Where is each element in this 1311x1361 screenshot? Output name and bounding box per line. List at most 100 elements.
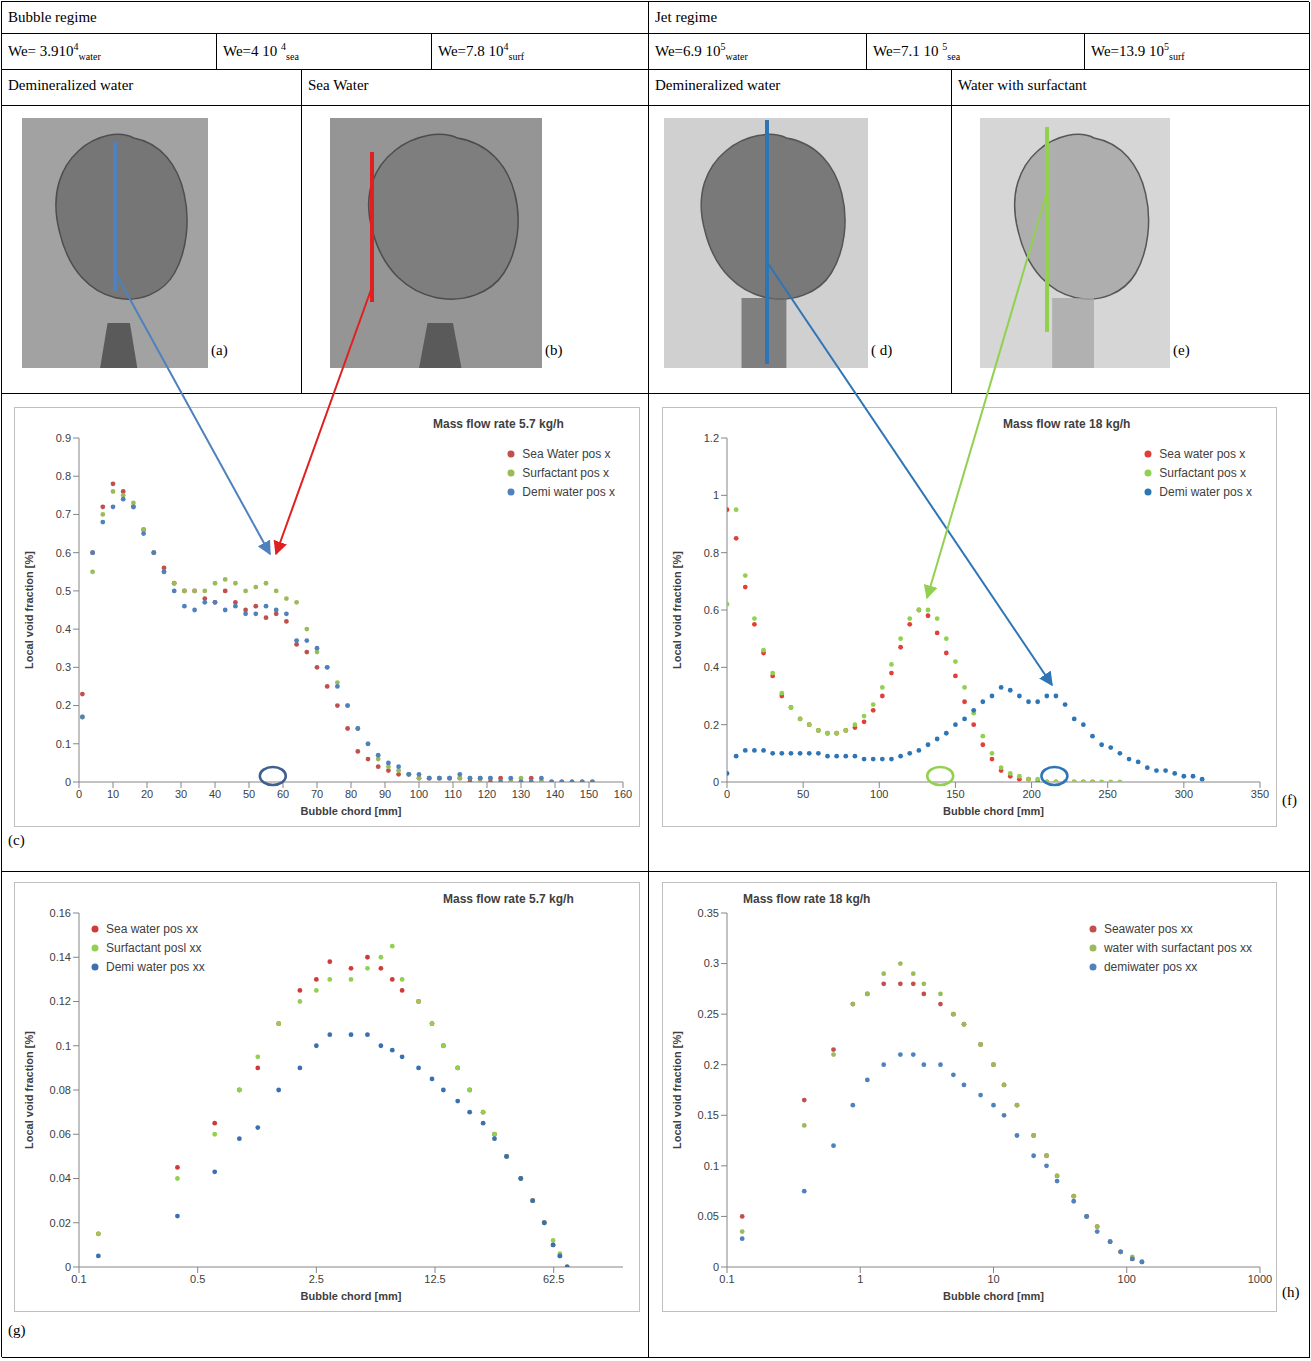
svg-text:62.5: 62.5 [543,1273,564,1285]
svg-text:100: 100 [870,788,888,800]
svg-text:100: 100 [410,788,428,800]
svg-text:10: 10 [987,1273,999,1285]
svg-text:0: 0 [65,1261,71,1273]
svg-text:20: 20 [141,788,153,800]
html-text:(a): (a) [211,342,228,358]
html-text:( d): ( d) [871,342,893,358]
svg-text:0: 0 [724,788,730,800]
html-text:Demineralized water: Demineralized water [655,77,781,93]
svg-text:0: 0 [76,788,82,800]
svg-text:0.06: 0.06 [50,1128,71,1140]
html-text:Demineralized water: Demineralized water [8,77,134,93]
html-text:We= 3.910: We= 3.910 [8,43,74,59]
svg-text:0.08: 0.08 [50,1084,71,1096]
svg-text:1.2: 1.2 [704,432,719,444]
svg-text:0.7: 0.7 [56,508,71,520]
html-text:(c): (c) [8,832,25,848]
html-text:Seawater pos xx: Seawater pos xx [1103,921,1193,936]
svg-text:140: 140 [546,788,564,800]
svg-text:0.4: 0.4 [56,623,71,635]
svg-text:10: 10 [107,788,119,800]
svg-text:0.6: 0.6 [56,547,71,559]
svg-text:1: 1 [713,489,719,501]
svg-text:120: 120 [478,788,496,800]
html-text:water with surfactant pos xx: water with surfactant pos xx [1103,940,1252,955]
svg-text:130: 130 [512,788,530,800]
svg-text:0.02: 0.02 [50,1217,71,1229]
html-text:Surfactant pos x: Surfactant pos x [1159,465,1246,480]
html-text:Demi water pos x: Demi water pos x [522,484,615,499]
html-text:Surfactant posl xx: Surfactant posl xx [106,940,202,955]
svg-text:0.04: 0.04 [50,1172,71,1184]
html-text:We=6.9 10: We=6.9 10 [655,43,721,59]
svg-text:0.2: 0.2 [56,699,71,711]
svg-text:80: 80 [345,788,357,800]
svg-text:40: 40 [209,788,221,800]
svg-text:70: 70 [311,788,323,800]
svg-text:0.35: 0.35 [698,907,719,919]
svg-text:200: 200 [1022,788,1040,800]
svg-text:350: 350 [1251,788,1269,800]
html-text:Sea Water pos x: Sea Water pos x [522,446,611,461]
html-text:We=7.8 10: We=7.8 10 [438,43,504,59]
svg-text:50: 50 [243,788,255,800]
svg-text:1000: 1000 [1248,1273,1272,1285]
svg-text:160: 160 [614,788,632,800]
html-text:Water with surfactant: Water with surfactant [958,77,1087,93]
svg-text:250: 250 [1099,788,1117,800]
svg-text:0: 0 [713,776,719,788]
svg-text:2.5: 2.5 [309,1273,324,1285]
svg-text:90: 90 [379,788,391,800]
svg-text:110: 110 [444,788,462,800]
html-text:Sea water pos xx: Sea water pos xx [106,921,198,936]
html-text:(g): (g) [8,1322,26,1338]
html-text:(h): (h) [1282,1284,1300,1300]
html-text:Demi water pos xx: Demi water pos xx [106,959,205,974]
svg-text:1: 1 [857,1273,863,1285]
html-text:We=7.1 10: We=7.1 10 [873,43,943,59]
svg-text:0.1: 0.1 [71,1273,86,1285]
svg-text:0.2: 0.2 [704,719,719,731]
html-text:Sea water pos x: Sea water pos x [1159,446,1246,461]
html-text:Jet regime: Jet regime [655,9,718,25]
svg-text:0.6: 0.6 [704,604,719,616]
svg-text:0.1: 0.1 [56,738,71,750]
svg-text:0.5: 0.5 [56,585,71,597]
svg-text:12.5: 12.5 [424,1273,445,1285]
svg-text:0.2: 0.2 [704,1059,719,1071]
html-text:Sea Water: Sea Water [308,77,369,93]
html-text:Demi water pos x: Demi water pos x [1159,484,1252,499]
svg-text:0.3: 0.3 [56,661,71,673]
svg-text:30: 30 [175,788,187,800]
svg-text:0.15: 0.15 [698,1109,719,1121]
svg-text:0.3: 0.3 [704,957,719,969]
svg-text:0.8: 0.8 [704,547,719,559]
svg-text:0: 0 [65,776,71,788]
html-text:Surfactant pos x: Surfactant pos x [522,465,609,480]
svg-text:0.4: 0.4 [704,661,719,673]
svg-text:0.5: 0.5 [190,1273,205,1285]
svg-text:0: 0 [713,1261,719,1273]
html-text:We=13.9 10: We=13.9 10 [1091,43,1165,59]
svg-text:0.8: 0.8 [56,470,71,482]
svg-text:300: 300 [1175,788,1193,800]
svg-text:0.1: 0.1 [56,1040,71,1052]
svg-text:0.14: 0.14 [50,951,71,963]
svg-text:0.9: 0.9 [56,432,71,444]
svg-text:150: 150 [946,788,964,800]
svg-text:50: 50 [797,788,809,800]
html-text:Bubble regime: Bubble regime [8,9,97,25]
svg-text:150: 150 [580,788,598,800]
svg-text:100: 100 [1118,1273,1136,1285]
svg-text:0.1: 0.1 [719,1273,734,1285]
html-text:(f): (f) [1282,792,1297,808]
svg-text:0.12: 0.12 [50,995,71,1007]
svg-text:0.1: 0.1 [704,1160,719,1172]
html-text:(b): (b) [545,342,563,358]
svg-text:0.25: 0.25 [698,1008,719,1020]
svg-text:60: 60 [277,788,289,800]
html-text:(e): (e) [1173,342,1190,358]
svg-text:0.16: 0.16 [50,907,71,919]
html-text:We=4 10: We=4 10 [223,43,282,59]
svg-text:0.05: 0.05 [698,1210,719,1222]
